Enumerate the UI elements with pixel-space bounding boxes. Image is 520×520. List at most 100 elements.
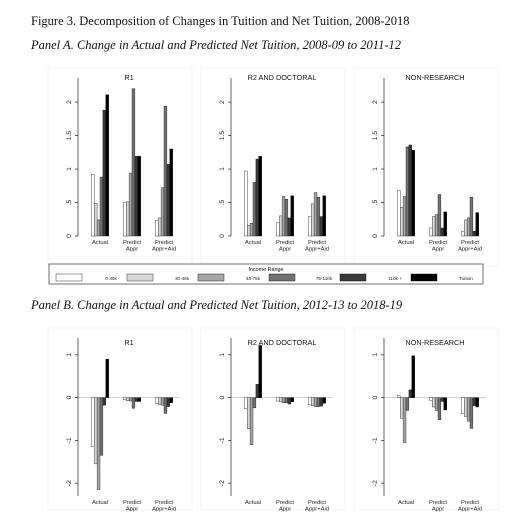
- x-category-label-line: Predict: [308, 240, 326, 246]
- x-category-label: Predict Appr: [276, 500, 294, 513]
- x-category-label-line: Appr+Aid: [458, 507, 482, 513]
- y-tick-label: 2: [66, 100, 73, 104]
- bar-Tuition: [411, 150, 415, 237]
- x-category-label-line: Predict: [276, 240, 294, 246]
- x-category-label-line: Appr+Aid: [152, 507, 176, 513]
- bar-75-110k: [252, 397, 257, 409]
- bar-Tuition: [322, 195, 326, 237]
- bar-110k +: [255, 384, 259, 398]
- x-category-label-line: Predict: [155, 240, 173, 246]
- panel-a-title: Panel A. Change in Actual and Predicted …: [31, 38, 401, 52]
- bar-48-75k: [96, 219, 101, 237]
- bar-75-110k: [405, 397, 410, 411]
- chart-title: NON-RESEARCH: [405, 338, 464, 347]
- x-category-label-line: Appr+Aid: [458, 247, 482, 253]
- bar-30-48k: [126, 201, 130, 237]
- y-tick-label: 0: [219, 396, 226, 400]
- legend-title: Income Range: [248, 267, 283, 273]
- bar-0-30k: [429, 397, 433, 401]
- x-category-label: Actual: [92, 500, 108, 506]
- x-category-label: Predict Appr+Aid: [152, 500, 176, 513]
- bar-0-30k: [276, 222, 280, 237]
- bar-110k +: [102, 109, 106, 237]
- x-category-label: Predict Appr+Aid: [458, 500, 482, 513]
- legend-frame: [48, 263, 484, 285]
- bar-110k +: [166, 397, 170, 407]
- x-category-label-line: Appr: [279, 507, 291, 513]
- x-category-label-line: Predict: [123, 240, 141, 246]
- bar-30-48k: [311, 397, 315, 406]
- bar-110k +: [472, 397, 476, 406]
- bar-0-30k: [308, 397, 312, 406]
- x-category-label-line: Appr: [432, 507, 444, 513]
- y-tick-label: 1.5: [66, 131, 73, 141]
- bar-Tuition: [475, 212, 479, 237]
- y-tick-label: -2: [372, 480, 379, 486]
- x-category-label-line: Predict: [461, 240, 479, 246]
- y-tick-label: .5: [219, 199, 226, 205]
- legend-label: 75-110k: [316, 276, 333, 281]
- bar-Tuition: [290, 397, 294, 403]
- bar-48-75k: [313, 192, 318, 237]
- x-category-label-line: Appr: [432, 247, 444, 253]
- bar-48-75k: [281, 196, 286, 237]
- bar-Tuition: [322, 397, 326, 404]
- bar-0-30k: [461, 397, 465, 415]
- x-category-label: Predict Appr: [429, 500, 447, 513]
- bar-75-110k: [131, 88, 136, 237]
- legend-label: 30-48k: [175, 276, 190, 281]
- bar-75-110k: [131, 397, 136, 409]
- legend-swatch: [268, 273, 296, 282]
- x-category-label-line: Actual: [92, 240, 108, 246]
- bar-48-75k: [466, 217, 471, 237]
- bar-75-110k: [99, 397, 104, 456]
- y-tick-label: 1: [66, 167, 73, 171]
- bar-48-75k: [281, 397, 286, 403]
- x-category-label: Actual: [245, 500, 261, 506]
- y-tick-label: 1: [372, 167, 379, 171]
- x-category-label-line: Predict: [276, 500, 294, 506]
- y-tick-label: -1: [219, 437, 226, 443]
- bar-110k +: [319, 216, 323, 237]
- bar-48-75k: [434, 397, 439, 411]
- y-tick-label: 0: [372, 234, 379, 238]
- x-category-label-line: Predict: [429, 500, 447, 506]
- bar-48-75k: [160, 397, 165, 406]
- figure-title: Figure 3. Decomposition of Changes in Tu…: [31, 14, 410, 28]
- bar-110k +: [134, 156, 138, 237]
- bar-48-75k: [128, 172, 133, 237]
- x-category-label: Actual: [92, 240, 108, 246]
- bar-Tuition: [411, 355, 415, 398]
- bar-110k +: [134, 397, 138, 402]
- y-tick-label: -1: [66, 437, 73, 443]
- bar-0-30k: [123, 202, 127, 237]
- y-tick-label: 1: [219, 353, 226, 357]
- bar-Tuition: [105, 358, 109, 398]
- x-category-label-line: Predict: [155, 500, 173, 506]
- x-category-label: Predict Appr: [429, 240, 447, 253]
- bar-75-110k: [252, 182, 257, 237]
- legend-swatch: [126, 273, 154, 282]
- chart-title: R1: [124, 73, 133, 82]
- bar-Tuition: [169, 148, 173, 237]
- bar-0-30k: [429, 227, 433, 237]
- x-category-label: Predict Appr+Aid: [305, 500, 329, 513]
- bar-48-75k: [96, 397, 101, 490]
- bar-75-110k: [316, 397, 321, 407]
- bar-110k +: [166, 164, 170, 237]
- bar-75-110k: [99, 176, 104, 237]
- bar-Tuition: [105, 94, 109, 237]
- x-category-label-line: Appr: [126, 247, 138, 253]
- x-category-label-line: Predict: [123, 500, 141, 506]
- bar-0-30k: [155, 397, 159, 404]
- bar-30-48k: [158, 397, 162, 405]
- bar-30-48k: [464, 219, 468, 237]
- y-tick-label: 1.5: [219, 131, 226, 141]
- x-category-label-line: Actual: [398, 500, 414, 506]
- y-tick-label: -2: [66, 480, 73, 486]
- bar-30-48k: [247, 397, 251, 430]
- legend-swatch: [55, 273, 83, 282]
- panel-b-title: Panel B. Change in Actual and Predicted …: [31, 298, 403, 312]
